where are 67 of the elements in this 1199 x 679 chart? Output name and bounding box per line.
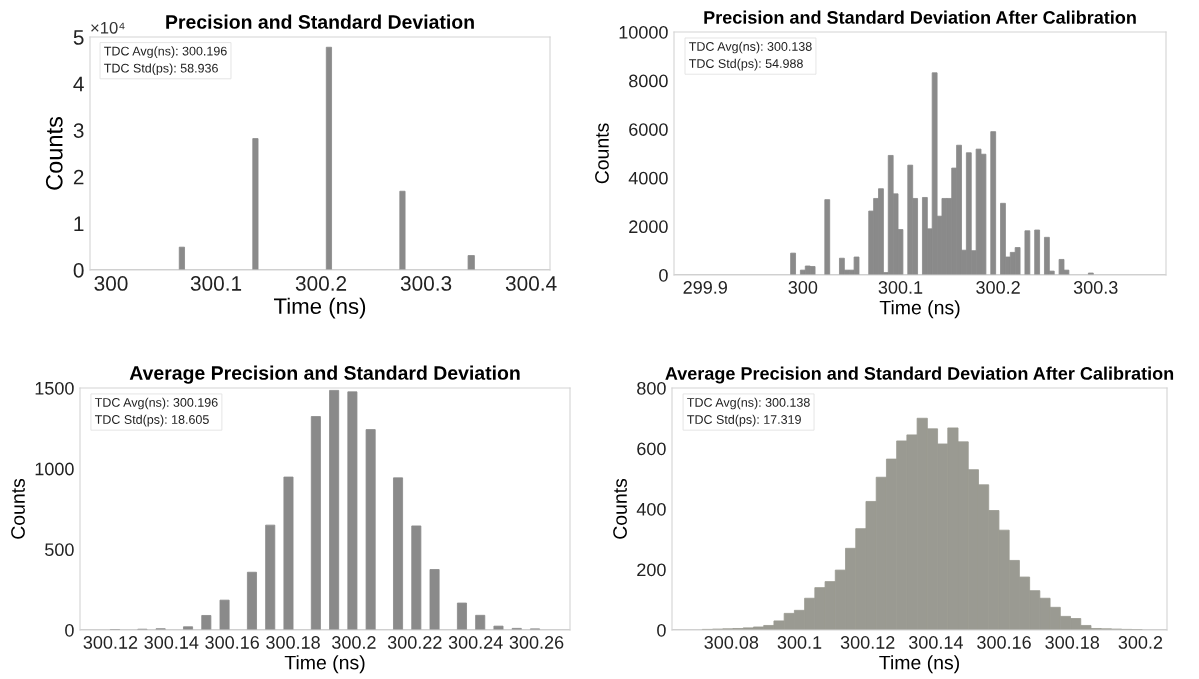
x-tick-label: 300.18 <box>266 636 320 649</box>
y-tick-label: 1000 <box>35 462 74 476</box>
x-tick-label: 300.16 <box>977 636 1031 649</box>
x-tick-label: 300.3 <box>1073 281 1118 294</box>
x-tick-label: 299.9 <box>683 281 727 294</box>
x-tick-label: 300.3 <box>400 276 452 291</box>
x-tick-label: 300.1 <box>777 636 822 649</box>
y-tick-label: 600 <box>637 442 666 456</box>
chart-title: Precision and Standard Deviation <box>166 14 474 29</box>
x-axis-title: Time (ns) <box>274 297 366 319</box>
y-tick-label: 2 <box>73 169 84 185</box>
annotation: TDC Avg(ns): 300.196 <box>94 397 218 410</box>
y-tick-label: 400 <box>636 502 666 516</box>
x-tick-label: 300.2 <box>295 276 347 291</box>
x-tick-label: 300.26 <box>509 636 564 649</box>
y-tick-label: 800 <box>637 381 666 395</box>
y-tick-label: 200 <box>637 563 666 577</box>
y-tick-label: 8000 <box>629 74 668 88</box>
y-tick-label: 1 <box>74 216 84 231</box>
y-tick-label: 5 <box>73 30 84 45</box>
x-tick-label: 300.12 <box>840 636 895 649</box>
y-axis-title: Counts <box>595 123 609 184</box>
x-tick-label: 300.08 <box>704 636 759 649</box>
x-tick-label: 300 <box>94 276 128 291</box>
x-tick-label: 300.2 <box>976 281 1020 294</box>
x-tick-label: 300.24 <box>448 636 503 649</box>
chart-title: Average Precision and Standard Deviation After Calibration <box>665 366 1174 384</box>
x-tick-label: 300.18 <box>1045 636 1100 649</box>
y-tick-label: 0 <box>657 623 666 637</box>
x-axis-title: Time (ns) <box>879 300 960 319</box>
y-tick-label: 0 <box>659 268 668 282</box>
y-tick-label: 2000 <box>629 220 668 234</box>
annotation: TDC Std(ps): 17.319 <box>687 414 801 427</box>
y-axis-title: Counts <box>11 478 25 539</box>
x-axis-title: Time (ns) <box>879 655 959 674</box>
y-tick-label: 6000 <box>629 123 668 136</box>
y-tick-label: 500 <box>45 543 74 557</box>
x-tick-label: 300.16 <box>205 636 259 649</box>
y-tick-label: 3 <box>73 123 84 138</box>
annotation: TDC Avg(ns): 300.138 <box>687 397 810 410</box>
x-tick-label: 300 <box>788 281 818 294</box>
annotation: TDC Std(ps): 18.605 <box>94 414 209 427</box>
x-tick-label: 300.1 <box>190 276 242 291</box>
annotation: TDC Avg(ns): 300.196 <box>104 46 227 58</box>
y-tick-label: 1500 <box>35 381 74 395</box>
y-tick-label: 4 <box>73 76 84 92</box>
x-tick-label: 300.2 <box>1118 636 1163 649</box>
x-tick-label: 300.14 <box>908 636 963 649</box>
x-tick-label: 300.4 <box>505 276 557 291</box>
y-tick-label: 4000 <box>628 171 668 185</box>
chart-title: Average Precision and Standard Deviation <box>129 365 520 384</box>
x-axis-title: Time (ns) <box>284 655 365 674</box>
annotation: TDC Std(ps): 54.988 <box>689 58 803 71</box>
y-axis-title: Counts <box>45 116 63 190</box>
y-tick-label: 0 <box>73 263 84 278</box>
x-tick-label: 300.1 <box>878 281 923 294</box>
annotation: TDC Std(ps): 58.936 <box>104 63 218 76</box>
chart-title: Precision and Standard Deviation After Calibration <box>704 10 1136 24</box>
x-tick-label: 300.12 <box>83 636 138 649</box>
x-tick-label: 300.14 <box>144 636 199 649</box>
text: ×10⁴ <box>91 21 125 34</box>
y-tick-label: 10000 <box>619 25 668 39</box>
x-tick-label: 300.2 <box>332 636 376 649</box>
x-tick-label: 300.22 <box>387 636 442 649</box>
annotation: TDC Avg(ns): 300.138 <box>689 41 812 54</box>
y-tick-label: 0 <box>65 623 74 637</box>
y-axis-title: Counts <box>613 478 627 539</box>
